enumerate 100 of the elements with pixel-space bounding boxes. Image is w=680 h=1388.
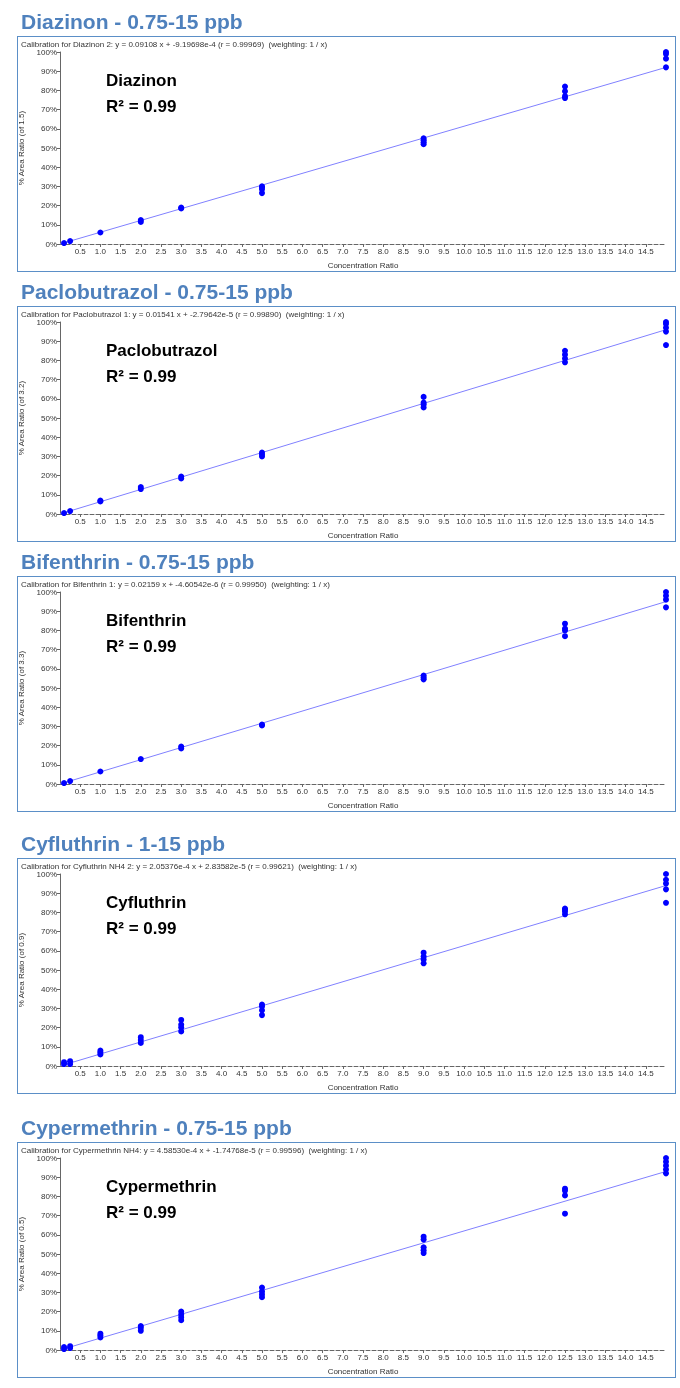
- x-tick-label: 10.0: [456, 1352, 473, 1362]
- y-tick-label: 20%: [40, 201, 57, 211]
- y-tick-label: 40%: [40, 984, 57, 994]
- y-axis-title: % Area Ratio (of 0.9): [17, 932, 27, 1008]
- x-tick-label: 5.0: [256, 1068, 269, 1078]
- x-tick-label: 6.0: [296, 516, 309, 526]
- x-tick-label: 8.5: [397, 516, 410, 526]
- chart-title: Cyfluthrin - 1-15 ppb: [21, 832, 226, 855]
- x-tick-label: 6.0: [296, 786, 309, 796]
- y-tick-label: 90%: [40, 336, 57, 346]
- y-tick-label: 80%: [40, 907, 57, 917]
- x-tick-label: 4.0: [216, 786, 228, 796]
- x-tick-label: 3.5: [195, 786, 208, 796]
- x-tick-label: 3.5: [195, 1068, 208, 1078]
- x-tick-label: 1.0: [94, 246, 107, 256]
- x-tick-label: 12.0: [537, 1352, 554, 1362]
- y-tick-label: 30%: [40, 721, 57, 731]
- x-tick-label: 12.5: [557, 1352, 574, 1362]
- y-tick-label: 90%: [40, 606, 57, 616]
- x-tick-label: 1.0: [94, 516, 107, 526]
- chart-subtitle: Calibration for Diazinon 2: y = 0.09108 x + -9.19698e-4 (r = 0.99969) (weighting: 1 / x): [21, 39, 328, 49]
- y-tick-label: 70%: [40, 645, 57, 655]
- x-tick-label: 13.0: [577, 246, 594, 256]
- x-tick-label: 1.0: [94, 786, 107, 796]
- x-axis-title: Concentration Ratio: [327, 800, 399, 810]
- x-tick-label: 14.5: [638, 516, 655, 526]
- x-tick-label: 1.5: [115, 516, 127, 526]
- x-tick-label: 14.0: [617, 786, 634, 796]
- x-tick-label: 5.5: [276, 786, 289, 796]
- x-tick-label: 8.0: [377, 1352, 390, 1362]
- x-tick-label: 13.0: [577, 786, 594, 796]
- x-tick-label: 4.5: [236, 786, 248, 796]
- annotation: R² = 0.99: [106, 1203, 177, 1222]
- x-tick-label: 2.0: [135, 786, 147, 796]
- y-tick-label: 10%: [40, 760, 57, 770]
- y-tick-label: 30%: [40, 1003, 57, 1013]
- y-tick-label: 90%: [40, 888, 57, 898]
- y-tick-label: 0%: [45, 779, 57, 789]
- x-tick-label: 1.5: [115, 1352, 127, 1362]
- x-tick-label: 14.5: [638, 246, 655, 256]
- x-tick-label: 12.0: [537, 516, 554, 526]
- x-tick-label: 7.0: [337, 516, 349, 526]
- x-tick-label: 11.5: [517, 516, 533, 526]
- x-tick-label: 0.5: [74, 786, 87, 796]
- y-tick-label: 40%: [40, 1268, 57, 1278]
- x-tick-label: 11.5: [517, 1068, 533, 1078]
- x-tick-label: 14.0: [617, 1068, 634, 1078]
- y-tick-label: 20%: [40, 1023, 57, 1033]
- chart-subtitle: Calibration for Cypermethrin NH4: y = 4.58530e-4 x + -1.74768e-5 (r = 0.99596) (weighting: 1 / x): [21, 1145, 368, 1155]
- x-tick-label: 12.0: [537, 1068, 554, 1078]
- annotation: Cypermethrin: [106, 1177, 217, 1196]
- x-tick-label: 4.0: [216, 246, 228, 256]
- y-tick-label: 30%: [40, 451, 57, 461]
- x-tick-label: 3.0: [175, 786, 188, 796]
- x-tick-label: 3.5: [195, 516, 208, 526]
- x-tick-label: 6.0: [296, 1068, 309, 1078]
- annotation: Bifenthrin: [106, 611, 187, 630]
- chart-subtitle: Calibration for Paclobutrazol 1: y = 0.01541 x + -2.79642e-5 (r = 0.99890) (weighting: 1 / x): [21, 309, 345, 319]
- y-tick-label: 10%: [40, 490, 57, 500]
- y-tick-label: 80%: [40, 85, 57, 95]
- x-tick-label: 8.0: [377, 1068, 390, 1078]
- x-tick-label: 3.0: [175, 1068, 188, 1078]
- y-tick-label: 80%: [40, 1191, 57, 1201]
- y-tick-label: 60%: [40, 124, 57, 134]
- x-tick-label: 13.5: [597, 1352, 614, 1362]
- x-tick-label: 5.0: [256, 246, 269, 256]
- y-tick-label: 60%: [40, 1230, 57, 1240]
- x-tick-label: 6.5: [317, 1352, 329, 1362]
- y-tick-label: 10%: [40, 220, 57, 230]
- x-tick-label: 11.5: [517, 786, 533, 796]
- y-tick-label: 10%: [40, 1326, 57, 1336]
- x-tick-label: 13.0: [577, 1352, 594, 1362]
- y-tick-label: 90%: [40, 1172, 57, 1182]
- x-tick-label: 2.5: [155, 246, 168, 256]
- annotation: Cyfluthrin: [106, 893, 187, 912]
- x-tick-label: 4.5: [236, 246, 248, 256]
- x-tick-label: 6.5: [317, 246, 329, 256]
- x-tick-label: 5.5: [276, 1352, 289, 1362]
- x-tick-label: 6.5: [317, 516, 329, 526]
- x-tick-label: 4.5: [236, 1068, 248, 1078]
- chart-subtitle: Calibration for Cyfluthrin NH4 2: y = 2.05376e-4 x + 2.83582e-5 (r = 0.99621) (weighting: 1 / x): [21, 861, 358, 871]
- x-tick-label: 1.0: [94, 1068, 107, 1078]
- annotation: R² = 0.99: [106, 919, 177, 938]
- y-tick-label: 50%: [40, 1249, 57, 1259]
- x-tick-label: 2.5: [155, 516, 168, 526]
- y-tick-label: 30%: [40, 1287, 57, 1297]
- y-tick-label: 50%: [40, 143, 57, 153]
- y-tick-label: 10%: [40, 1042, 57, 1052]
- x-tick-label: 13.0: [577, 1068, 594, 1078]
- y-tick-label: 20%: [40, 1307, 57, 1317]
- x-tick-label: 4.0: [216, 1352, 228, 1362]
- annotation: R² = 0.99: [106, 637, 177, 656]
- y-tick-label: 100%: [36, 47, 57, 57]
- x-tick-label: 2.0: [135, 516, 147, 526]
- y-tick-label: 70%: [40, 1211, 57, 1221]
- x-tick-label: 8.5: [397, 1352, 410, 1362]
- x-tick-label: 13.5: [597, 516, 614, 526]
- x-tick-label: 4.0: [216, 516, 228, 526]
- x-tick-label: 0.5: [74, 1352, 87, 1362]
- x-tick-label: 9.5: [438, 246, 450, 256]
